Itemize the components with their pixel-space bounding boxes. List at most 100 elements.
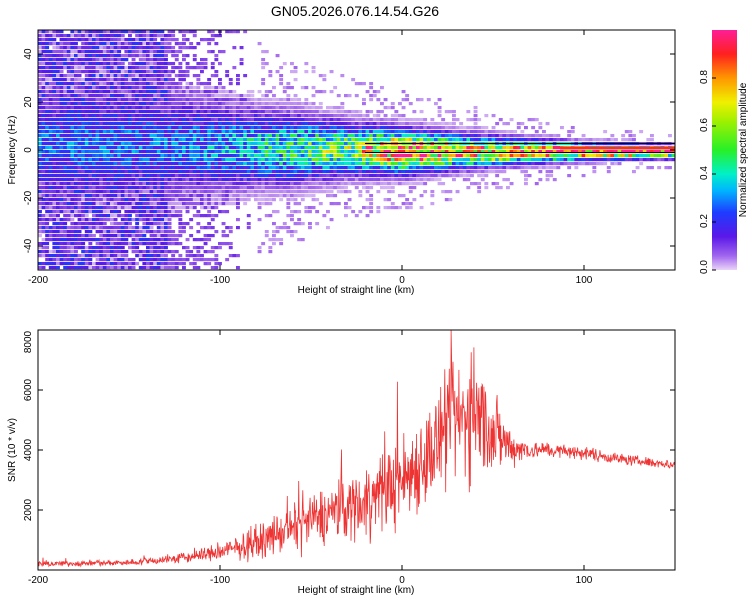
spectrogram-cell bbox=[318, 130, 323, 134]
spectrogram-cell bbox=[102, 66, 107, 70]
spectrogram-cell bbox=[182, 198, 186, 202]
spectrogram-cell bbox=[340, 74, 345, 78]
spectrogram-cell bbox=[412, 162, 417, 166]
spectrogram-cell bbox=[221, 242, 226, 246]
spectrogram-cell bbox=[81, 94, 86, 98]
spectrogram-cell bbox=[70, 174, 75, 178]
spectrogram-cell bbox=[268, 142, 273, 146]
spectrogram-cell bbox=[84, 118, 89, 122]
spectrogram-cell bbox=[146, 82, 150, 86]
spectrogram-cell bbox=[84, 214, 89, 218]
spectrogram-cell bbox=[279, 162, 284, 166]
spectrogram-cell bbox=[41, 98, 46, 102]
spectrogram-cell bbox=[444, 190, 449, 194]
spectrogram-cell bbox=[390, 150, 395, 154]
spectrogram-cell bbox=[99, 90, 104, 94]
spectrogram-cell bbox=[315, 122, 320, 126]
spectrogram-cell bbox=[149, 162, 154, 166]
spectrogram-cell bbox=[246, 102, 251, 106]
spectrogram-cell bbox=[344, 114, 348, 118]
spectrogram-cell bbox=[142, 238, 147, 242]
spectrogram-cell bbox=[286, 110, 291, 114]
spectrogram-cell bbox=[189, 150, 194, 154]
spectrogram-cell bbox=[444, 158, 449, 162]
spectrogram-cell bbox=[477, 130, 482, 134]
spectrogram-cell bbox=[592, 150, 597, 154]
spectrogram-cell bbox=[362, 146, 366, 150]
spectrogram-cell bbox=[380, 186, 384, 190]
spectrogram-cell bbox=[167, 170, 172, 174]
spectrogram-cell bbox=[160, 266, 165, 270]
spectrogram-cell bbox=[354, 182, 359, 186]
spectrogram-cell bbox=[228, 146, 233, 150]
spectrogram-cell bbox=[117, 58, 122, 62]
spectrogram-cell bbox=[592, 162, 597, 166]
spectrogram-cell bbox=[473, 122, 478, 126]
spectrogram-cell bbox=[502, 178, 507, 182]
spectrogram-cell bbox=[304, 182, 309, 186]
spectrogram-cell bbox=[282, 118, 287, 122]
spectrogram-cell bbox=[297, 210, 302, 214]
spectrogram-cell bbox=[545, 178, 550, 182]
spectrogram-cell bbox=[66, 122, 71, 126]
spectrogram-cell bbox=[88, 50, 93, 54]
spectrogram-cell bbox=[70, 166, 75, 170]
spectrogram-cell bbox=[246, 110, 251, 114]
spectrogram-cell bbox=[340, 126, 345, 130]
spectrogram-cell bbox=[81, 154, 86, 158]
spectrogram-cell bbox=[419, 158, 424, 162]
spectrogram-cell bbox=[84, 122, 89, 126]
spectrogram-cell bbox=[41, 74, 46, 78]
spectrogram-cell bbox=[225, 118, 230, 122]
spectrogram-cell bbox=[52, 82, 57, 86]
spectrogram-cell bbox=[146, 178, 150, 182]
spectrogram-cell bbox=[344, 122, 348, 126]
spectrogram-cell bbox=[113, 174, 118, 178]
spectrogram-cell bbox=[534, 118, 539, 122]
spectrogram-cell bbox=[84, 154, 89, 158]
spectrogram-cell bbox=[250, 186, 255, 190]
spectrogram-cell bbox=[203, 58, 208, 62]
spectrogram-cell bbox=[174, 114, 179, 118]
spectrogram-cell bbox=[358, 194, 363, 198]
spectrogram-cell bbox=[131, 194, 136, 198]
spectrogram-cell bbox=[380, 86, 384, 90]
spectrogram-cell bbox=[84, 46, 89, 50]
spectrogram-cell bbox=[304, 86, 309, 90]
spectrogram-cell bbox=[153, 202, 158, 206]
spectrogram-cell bbox=[160, 78, 165, 82]
spectrogram-cell bbox=[48, 218, 53, 222]
spectrogram-cell bbox=[74, 250, 78, 254]
spectrogram-cell bbox=[401, 178, 406, 182]
spectrogram-cell bbox=[243, 150, 248, 154]
spectrogram-cell bbox=[138, 126, 143, 130]
spectrogram-cell bbox=[167, 182, 172, 186]
spectrogram-cell bbox=[171, 134, 176, 138]
spectrogram-cell bbox=[189, 218, 194, 222]
spectrogram-cell bbox=[408, 122, 413, 126]
spectrogram-cell bbox=[347, 142, 352, 146]
spectrogram-cell bbox=[66, 230, 71, 234]
spectrogram-cell bbox=[142, 46, 147, 50]
spectrogram-cell bbox=[254, 186, 258, 190]
spectrogram-cell bbox=[164, 150, 168, 154]
spectrogram-cell bbox=[261, 82, 266, 86]
spectrogram-cell bbox=[63, 54, 68, 58]
spectrogram-cell bbox=[113, 170, 118, 174]
spectrogram-cell bbox=[102, 34, 107, 38]
spectrogram-cell bbox=[146, 250, 150, 254]
spectrogram-cell bbox=[236, 158, 240, 162]
spectrogram-cell bbox=[106, 118, 111, 122]
spectrogram-cell bbox=[84, 250, 89, 254]
spectrogram-cell bbox=[293, 202, 298, 206]
spectrogram-cell bbox=[344, 134, 348, 138]
spectrogram-cell bbox=[135, 46, 140, 50]
spectrogram-cell bbox=[293, 162, 298, 166]
spectrogram-cell bbox=[120, 74, 125, 78]
spectrogram-cell bbox=[160, 202, 165, 206]
spectrogram-cell bbox=[362, 186, 366, 190]
spectrogram-cell bbox=[106, 242, 111, 246]
spectrogram-cell bbox=[434, 134, 438, 138]
spectrogram-cell bbox=[182, 178, 186, 182]
spectrogram-cell bbox=[66, 86, 71, 90]
